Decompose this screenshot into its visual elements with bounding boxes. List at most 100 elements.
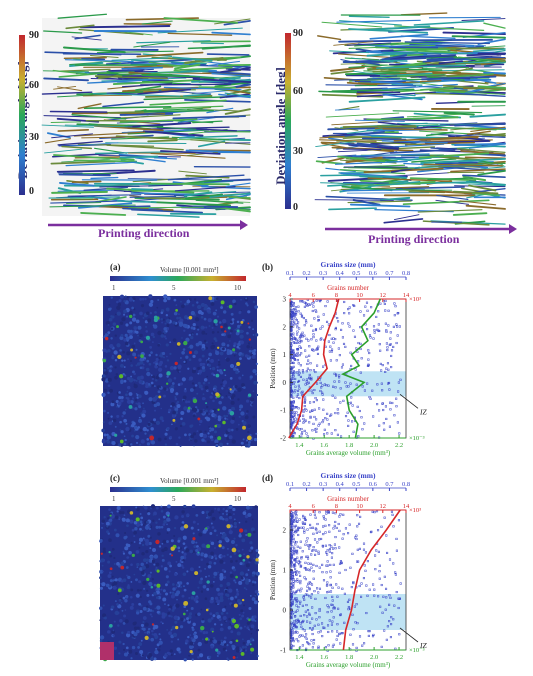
grain (251, 349, 254, 353)
grain-size-point (301, 644, 304, 647)
grain-size-point (375, 510, 379, 513)
grain (204, 416, 208, 420)
grain-size-point (296, 348, 299, 351)
grain (119, 294, 125, 299)
grain (107, 349, 111, 353)
grain (133, 342, 136, 345)
grain-size-point (322, 533, 325, 536)
grain (166, 375, 169, 378)
fiber (130, 192, 200, 196)
grain-size-point (305, 633, 308, 636)
grain-size-point (318, 566, 321, 569)
grain (130, 541, 133, 544)
grain (217, 592, 222, 597)
fiber (451, 35, 506, 39)
grain (138, 642, 143, 646)
grain (254, 505, 258, 509)
fiber (314, 199, 394, 201)
grain-size-point (299, 560, 302, 564)
grain (210, 522, 213, 525)
grain (101, 428, 106, 433)
grain (125, 646, 129, 650)
grain-size-point (303, 598, 306, 601)
grain-size-point (329, 570, 332, 573)
grain-size-point (376, 383, 379, 386)
panel-c-colorbar-title: Volume [0.001 mm³] (160, 477, 219, 485)
fiber (442, 84, 506, 91)
grain-size-point (319, 327, 322, 330)
grain (124, 333, 128, 337)
grain (226, 351, 231, 356)
grain-size-point (378, 409, 381, 412)
grain (123, 418, 127, 423)
grain (205, 575, 208, 578)
fiber (62, 52, 142, 56)
grain (122, 372, 125, 376)
grain (190, 336, 194, 340)
fiber (79, 25, 171, 29)
volume-tick-label: 2.2 (395, 442, 403, 449)
grain (246, 639, 251, 644)
large-grain (211, 630, 214, 633)
grain (151, 609, 155, 613)
grain (224, 537, 229, 541)
grain (233, 344, 236, 348)
grain (222, 533, 227, 537)
grain (145, 367, 150, 372)
large-grain (215, 648, 219, 652)
grain-size-point (355, 347, 358, 350)
grain-size-point (322, 419, 325, 422)
grain (249, 375, 253, 379)
grain-size-point (393, 414, 396, 417)
grain-size-point (308, 345, 311, 348)
fiber (468, 184, 497, 192)
fiber (112, 79, 201, 86)
grain-size-point (292, 580, 295, 583)
grain (126, 351, 131, 356)
grain (181, 337, 183, 339)
grain-size-point (313, 510, 316, 513)
grain (180, 559, 183, 562)
fiber (472, 48, 506, 53)
grain (136, 566, 139, 568)
grain-size-point (334, 411, 337, 415)
panel-a-tick-5: 5 (172, 284, 176, 292)
grain (112, 322, 117, 326)
grain (234, 328, 237, 331)
grain (150, 629, 154, 633)
grain-size-point (312, 329, 315, 332)
grain (123, 366, 126, 369)
grain (247, 440, 251, 444)
grain (254, 373, 258, 376)
grain (232, 507, 236, 512)
grain-size-point (312, 301, 315, 304)
grain (175, 304, 178, 307)
grain (143, 587, 146, 590)
grain-size-point (304, 567, 307, 570)
grain (135, 578, 138, 582)
grain (123, 379, 127, 383)
grain-size-point (390, 366, 393, 369)
grain-size-point (314, 612, 317, 615)
grain (224, 517, 229, 522)
grain-size-point (293, 337, 296, 340)
volume-multiplier: ×10⁻³ (409, 647, 425, 654)
grain (190, 526, 194, 530)
grain-size-point (307, 582, 310, 585)
grain (224, 374, 227, 377)
grain-size-point (394, 647, 397, 650)
fiber (41, 91, 93, 95)
grain-size-point (395, 405, 398, 408)
fiber (359, 175, 383, 179)
grain-size-point (325, 512, 328, 515)
grain (159, 360, 163, 365)
grain-size-point (318, 530, 321, 533)
fiber (167, 174, 245, 181)
grain (118, 443, 122, 447)
grain (124, 619, 129, 624)
grain (121, 609, 124, 612)
grain (135, 593, 140, 598)
large-grain (231, 618, 237, 624)
grain (159, 593, 162, 596)
grain-size-point (329, 576, 332, 579)
